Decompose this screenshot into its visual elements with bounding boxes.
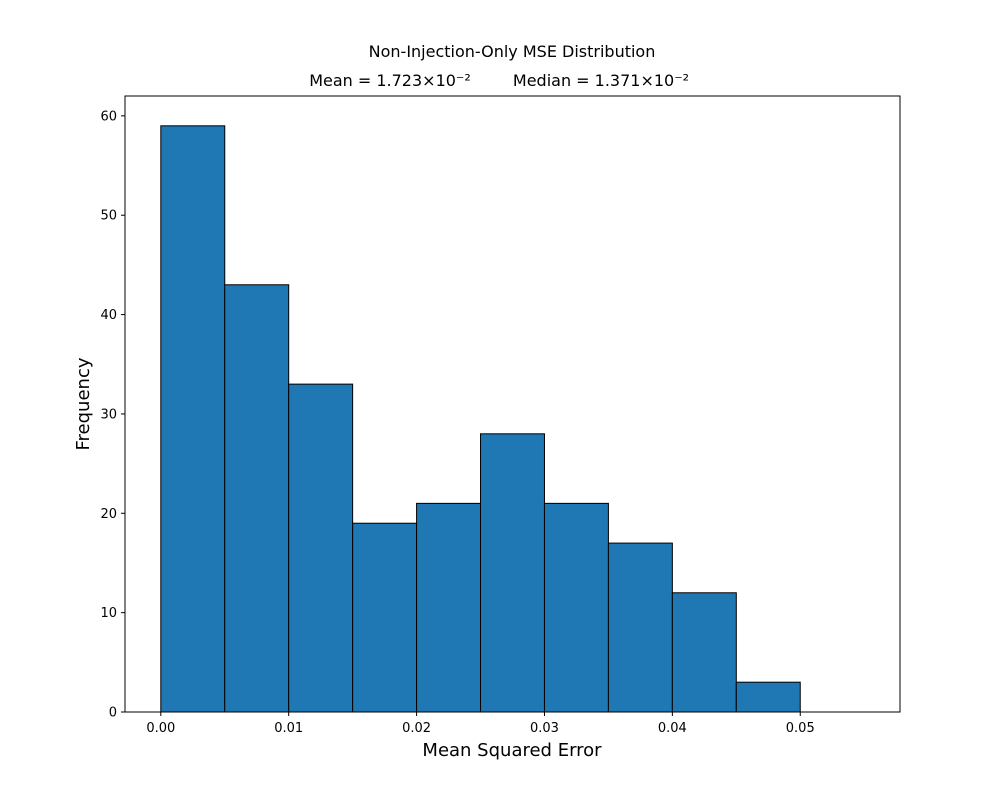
histogram-bar (416, 502, 482, 713)
y-tick-label: 20 (100, 507, 117, 522)
y-tick-label: 60 (100, 109, 117, 124)
histogram-bar (543, 502, 609, 713)
plot-area-frame (124, 95, 901, 713)
x-tick-label: 0.05 (786, 721, 815, 736)
histogram-bar (352, 522, 418, 713)
histogram-bar (224, 284, 290, 713)
histogram-bar (671, 592, 737, 713)
histogram-bar (607, 542, 673, 713)
y-axis-label: Frequency (73, 357, 94, 450)
chart-subtitle-mean: Mean = 1.723×10⁻² (309, 71, 471, 90)
y-tick-label: 40 (100, 308, 117, 323)
histogram-bar (160, 125, 226, 713)
y-tick-label: 50 (100, 209, 117, 224)
x-tick-label: 0.00 (146, 721, 175, 736)
y-tick-label: 0 (109, 706, 117, 721)
histogram-bar (480, 433, 545, 713)
x-tick-label: 0.03 (530, 721, 559, 736)
y-tick-label: 30 (100, 407, 117, 422)
x-axis-ticks: 0.00 0.01 0.02 0.03 0.04 0.05 (146, 712, 815, 736)
bars-group (160, 125, 801, 713)
histogram-bar (288, 383, 354, 713)
y-axis-ticks: 0 10 20 30 40 50 60 (100, 109, 125, 721)
histogram-bar (735, 681, 801, 713)
x-tick-label: 0.01 (274, 721, 303, 736)
y-tick-label: 10 (100, 606, 117, 621)
chart-subtitle-median: Median = 1.371×10⁻² (513, 71, 689, 90)
x-tick-label: 0.02 (402, 721, 431, 736)
x-axis-label: Mean Squared Error (422, 740, 602, 761)
chart-title: Non-Injection-Only MSE Distribution (369, 42, 656, 61)
x-tick-label: 0.04 (658, 721, 687, 736)
